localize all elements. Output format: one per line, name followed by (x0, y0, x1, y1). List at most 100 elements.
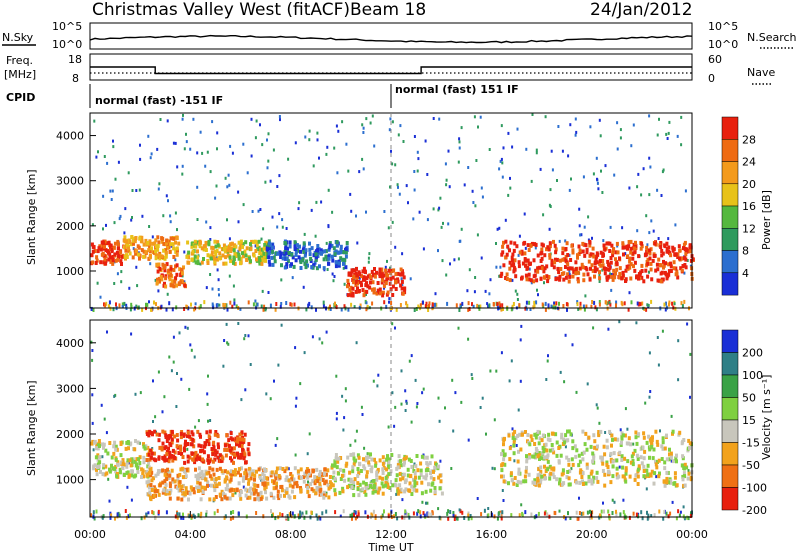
echo-cell (418, 210, 421, 214)
echo-cell (469, 514, 472, 518)
echo-cell (335, 417, 338, 421)
echo-cell (632, 442, 635, 446)
echo-cell (663, 446, 667, 451)
echo-cell (387, 268, 391, 273)
echo-cell (330, 465, 334, 470)
echo-cell (299, 486, 302, 490)
echo-cell (245, 473, 249, 478)
echo-cell (546, 245, 550, 250)
echo-cell (371, 490, 375, 495)
echo-cell (458, 140, 461, 144)
echo-cell (569, 432, 573, 437)
echo-cell (145, 480, 149, 485)
echo-cell (481, 195, 484, 199)
echo-cell (338, 467, 342, 472)
echo-cell (296, 469, 300, 474)
echo-cell (290, 252, 294, 257)
echo-cell (97, 150, 99, 154)
echo-cell (598, 280, 601, 283)
echo-cell (355, 429, 358, 433)
echo-cell (659, 271, 663, 276)
echo-cell (533, 481, 537, 486)
echo-cell (168, 441, 172, 446)
echo-cell (215, 450, 219, 455)
echo-cell (422, 300, 424, 305)
echo-cell (105, 431, 108, 435)
echo-cell (374, 463, 378, 468)
echo-cell (658, 509, 661, 514)
echo-cell (183, 147, 186, 151)
echo-cell (644, 474, 647, 479)
echo-cell (249, 259, 252, 264)
echo-cell (189, 437, 193, 441)
echo-cell (182, 491, 186, 496)
echo-cell (560, 472, 564, 477)
echo-cell (148, 300, 150, 304)
echo-cell (200, 469, 204, 474)
echo-cell (381, 513, 384, 518)
echo-cell (615, 466, 619, 471)
noise-tick-right-top: 10^5 (708, 20, 738, 33)
echo-cell (160, 254, 164, 259)
echo-cell (258, 247, 262, 252)
echo-cell (329, 307, 332, 311)
echo-cell (615, 303, 617, 308)
echo-cell (401, 476, 405, 481)
echo-cell (113, 440, 117, 445)
echo-cell (372, 273, 375, 278)
freq-tick-top: 18 (68, 53, 82, 66)
echo-cell (410, 420, 413, 424)
echo-cell (614, 250, 618, 255)
echo-cell (578, 480, 582, 485)
echo-cell (294, 141, 297, 145)
echo-cell (644, 252, 648, 257)
echo-cell (294, 250, 298, 254)
echo-cell (356, 481, 360, 486)
echo-cell (555, 440, 559, 445)
echo-cell (455, 303, 458, 308)
echo-cell (398, 477, 402, 482)
echo-cell (511, 304, 514, 309)
echo-cell (248, 495, 252, 500)
echo-cell (160, 447, 164, 452)
echo-cell (103, 244, 106, 249)
echo-cell (598, 118, 601, 122)
echo-cell (144, 238, 148, 243)
colorbar-tick-label: 12 (742, 222, 756, 235)
y-tick-label: 2000 (56, 428, 84, 441)
echo-cell (524, 246, 527, 250)
echo-cell (479, 304, 482, 309)
echo-cell (109, 467, 113, 472)
echo-cell (197, 513, 200, 518)
echo-cell (655, 262, 659, 267)
echo-cell (505, 272, 509, 277)
echo-cell (608, 265, 612, 270)
echo-cell (361, 269, 365, 274)
echo-cell (395, 492, 398, 496)
echo-cell (293, 244, 297, 249)
echo-cell (553, 510, 556, 515)
echo-cell (656, 336, 659, 339)
echo-cell (258, 475, 262, 480)
echo-cell (205, 510, 208, 514)
echo-cell (241, 245, 244, 249)
echo-cell (206, 392, 209, 396)
echo-cell (373, 267, 376, 271)
echo-cell (184, 439, 187, 444)
echo-cell (611, 459, 615, 464)
echo-cell (566, 272, 570, 277)
echo-cell (369, 452, 372, 457)
echo-cell (571, 274, 575, 279)
echo-cell (357, 512, 360, 517)
echo-cell (548, 253, 552, 258)
echo-cell (190, 257, 194, 262)
echo-cell (211, 287, 214, 291)
echo-cell (362, 167, 365, 171)
echo-cell (589, 125, 592, 129)
echo-cell (578, 248, 582, 253)
echo-cell (148, 239, 152, 244)
echo-cell (232, 470, 235, 474)
echo-cell (218, 453, 222, 458)
echo-cell (334, 301, 336, 306)
echo-cell (550, 466, 554, 471)
